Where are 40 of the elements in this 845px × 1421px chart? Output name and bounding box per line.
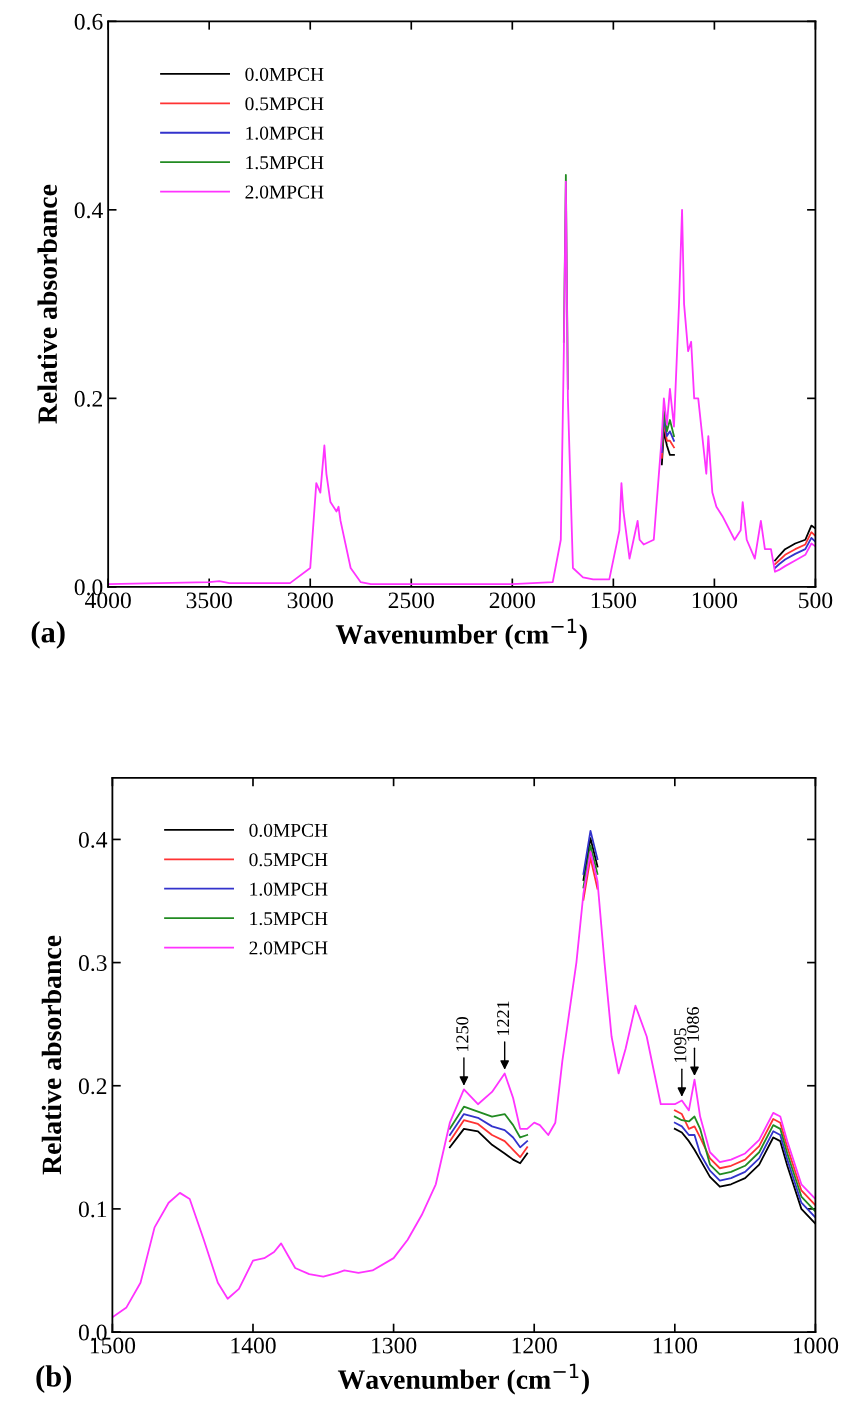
legend-label: 1.5MPCH — [246, 156, 324, 170]
x-tick-label: 1000 — [793, 1337, 839, 1354]
legend-label: 2.0MPCH — [249, 941, 328, 955]
x-tick-label: 1500 — [591, 592, 637, 609]
legend-label: 1.5MPCH — [250, 912, 328, 926]
line-series — [112, 850, 816, 1319]
legend-label: 1.0MPCH — [246, 126, 324, 140]
text: (a) — [31, 621, 65, 649]
annotation: 1221 — [497, 1001, 510, 1035]
x-tick-label: 2000 — [489, 592, 536, 609]
x-tick-label: 1100 — [653, 1337, 698, 1354]
x-tick-label: 1200 — [512, 1337, 557, 1354]
legend-label: 0.0MPCH — [245, 67, 324, 81]
legend-label: 2.0MPCH — [245, 185, 324, 199]
annotation: 1250 — [456, 1017, 469, 1051]
x-tick-label: 1000 — [692, 592, 738, 609]
y-tick-label: 0.2 — [78, 1078, 107, 1095]
annotation: 1086 — [686, 1007, 700, 1042]
y-tick-label: 0.4 — [74, 202, 103, 219]
legend-label: 0.0MPCH — [249, 823, 328, 837]
annotation: 1095 — [674, 1028, 687, 1062]
y-axis-title: Relative absorbance — [41, 935, 62, 1175]
x-tick-label: 3500 — [186, 592, 232, 609]
y-tick-label: 0.6 — [74, 13, 103, 30]
x-axis-title: Wavenumber (cm$^{−1}$) — [335, 618, 587, 650]
y-tick-label: 0.3 — [78, 955, 107, 972]
x-axis-title: Wavenumber (cm$^{−1}$) — [337, 1363, 589, 1395]
text: (b) — [36, 1365, 72, 1394]
y-tick-label: 0.2 — [74, 390, 102, 407]
legend-label: 1.0MPCH — [250, 882, 328, 896]
legend-label: 0.5MPCH — [245, 97, 324, 111]
y-tick-label: 0.4 — [78, 831, 108, 848]
x-tick-label: 1300 — [372, 1337, 417, 1354]
x-tick-label: 1400 — [231, 1337, 276, 1354]
x-tick-label: 2500 — [388, 592, 434, 609]
x-tick-label: 3000 — [287, 592, 333, 609]
x-tick-label: 500 — [799, 592, 833, 609]
y-axis-title: Relative absorbance — [37, 184, 58, 424]
y-tick-label: 0.1 — [78, 1201, 107, 1218]
legend-label: 0.5MPCH — [249, 853, 328, 867]
